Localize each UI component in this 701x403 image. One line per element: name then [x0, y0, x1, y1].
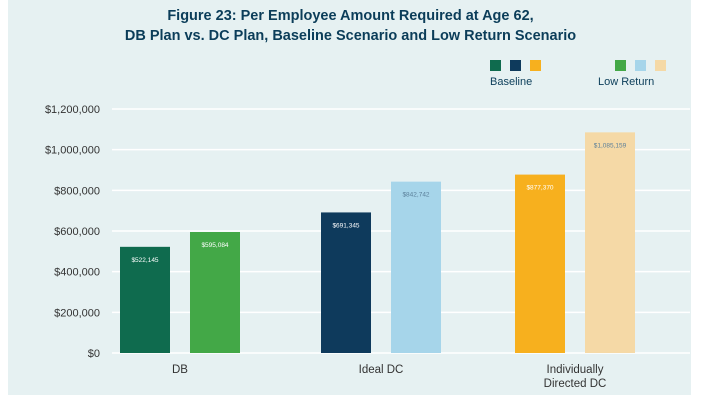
legend-swatch-low-db	[615, 60, 626, 71]
y-tick-label: $600,000	[54, 226, 100, 238]
legend-swatch-low-individual-dc	[655, 60, 666, 71]
bar	[585, 132, 635, 353]
bar	[190, 231, 240, 353]
bar-value-label: $877,370	[526, 185, 553, 192]
y-tick-label: $200,000	[54, 307, 100, 319]
legend-label-baseline: Baseline	[490, 76, 533, 88]
legend-label-low-return: Low Return	[598, 76, 655, 88]
x-category-label: DB	[172, 364, 188, 376]
bar-value-label: $842,742	[402, 192, 429, 199]
legend-swatch-baseline-db	[490, 60, 501, 71]
x-category-label: Individually	[547, 364, 604, 376]
bar	[321, 212, 371, 353]
bar-value-label: $595,084	[201, 242, 228, 249]
bar-value-label: $691,345	[332, 222, 359, 229]
legend-swatch-baseline-individual-dc	[530, 60, 541, 71]
figure-number: Figure 23:	[167, 8, 237, 24]
x-category-label: Ideal DC	[359, 364, 404, 376]
y-tick-label: $400,000	[54, 267, 100, 279]
y-tick-label: $1,000,000	[45, 145, 100, 157]
bar-value-label: $522,145	[131, 257, 158, 264]
chart-title-line-2: DB Plan vs. DC Plan, Baseline Scenario a…	[124, 28, 577, 44]
bar	[515, 174, 565, 353]
x-category-label: Directed DC	[544, 378, 607, 390]
chart-title-line-1: Figure 23: Per Employee Amount Required …	[0, 6, 701, 26]
y-tick-label: $800,000	[54, 185, 100, 197]
bar	[120, 246, 170, 353]
y-tick-label: $1,200,000	[45, 104, 100, 116]
legend-swatch-baseline-ideal-dc	[510, 60, 521, 71]
legend-swatch-low-ideal-dc	[635, 60, 646, 71]
title-text-1: Per Employee Amount Required at Age 62,	[236, 8, 534, 24]
bar-value-label: $1,085,159	[594, 142, 627, 149]
y-tick-label: $0	[88, 348, 100, 360]
bar	[391, 181, 441, 353]
